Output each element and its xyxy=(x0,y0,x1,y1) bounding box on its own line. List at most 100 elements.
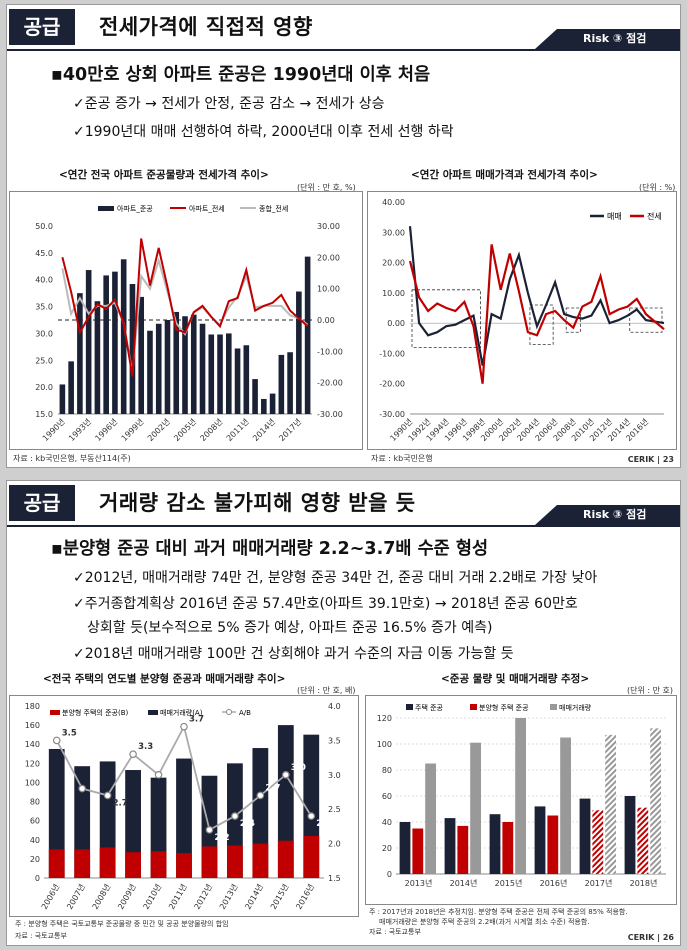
bar-sale-completion xyxy=(502,822,514,874)
slide-1: 공급 전세가격에 직접적 영향 Risk ③ 점검 ▪40만호 상회 아파트 준… xyxy=(6,4,681,468)
bar-sale-completion xyxy=(277,840,294,878)
x-tick-label: 2008년 xyxy=(90,882,113,911)
ratio-data-label: 3.5 xyxy=(62,728,77,738)
chart4-frame: 0 20 40 60 80 100 120 2013년 2014년 2015년 2016년 2017년… xyxy=(365,695,677,905)
legend-swatch xyxy=(550,704,557,710)
x-tick-label: 2014년 xyxy=(243,882,266,911)
y-tick-label: 60 xyxy=(30,817,40,826)
y-tick-label: 40.00 xyxy=(382,198,405,207)
bar-sale-completion xyxy=(74,849,91,878)
bar-completion xyxy=(534,806,546,874)
y2-tick-label: 2.0 xyxy=(328,840,341,849)
y2-tick-label: 20.00 xyxy=(317,253,340,262)
y-tick-label: 25.0 xyxy=(35,356,53,365)
x-tick-label: 2007년 xyxy=(64,882,87,911)
bar-completion xyxy=(182,316,188,414)
legend-label: 분양형 주택 준공 xyxy=(479,703,529,712)
highlight-box xyxy=(411,289,481,348)
bar-completion xyxy=(120,259,127,414)
bar-sale-completion xyxy=(99,847,116,878)
y-tick-label: -20.00 xyxy=(379,380,405,389)
bar-completion xyxy=(155,323,162,414)
y-tick-label: 20 xyxy=(30,855,40,864)
bar-sale-completion xyxy=(125,852,141,878)
highlight-box xyxy=(565,307,581,333)
note-4a: 주 : 2017년과 2018년은 추정치임. 분양형 주택 준공은 전체 주택… xyxy=(369,908,628,916)
bar-completion xyxy=(444,818,456,874)
y-tick-label: 120 xyxy=(25,759,40,768)
y2-tick-label: 0.00 xyxy=(317,316,335,325)
bar-transactions xyxy=(125,770,141,878)
bar-sale-completion xyxy=(150,851,167,878)
x-tick-label: 2010년 xyxy=(141,882,164,911)
legend-label: 매매거래량(A) xyxy=(160,708,203,717)
chart1-title: <연간 전국 아파트 준공물량과 전세가격 추이> xyxy=(59,169,269,181)
bullet-sub-2: ✓1990년대 매매 선행하여 하락, 2000년대 이후 전세 선행 하락 xyxy=(73,124,454,140)
bar-completion xyxy=(234,348,241,414)
legend-swatch-ratio-point xyxy=(226,709,232,715)
bar-transactions xyxy=(48,749,65,878)
x-tick-label: 2016년 xyxy=(293,882,316,911)
y-tick-label: 15.0 xyxy=(35,410,53,419)
bar-transactions xyxy=(277,725,294,878)
ratio-point xyxy=(129,750,137,758)
highlight-box xyxy=(529,304,554,345)
y-tick-label: 40 xyxy=(382,818,392,827)
x-tick-label: 2015년 xyxy=(495,878,523,888)
chart3-svg: 0 20 40 60 80 100 120 140 160 180 1.5 2.0 2.5 3.0 3.5 4… xyxy=(25,702,341,911)
ratio-data-label: 2.2 xyxy=(214,833,229,843)
y-tick-label: -30.00 xyxy=(379,410,405,419)
x-tick-label: 2012년 xyxy=(192,882,215,911)
chart1-unit: (단위 : 만 호, %) xyxy=(297,183,356,192)
y-tick-label: 20 xyxy=(382,844,392,853)
chart3-unit: (단위 : 만 호, 배) xyxy=(297,686,356,695)
slide-title: 전세가격에 직접적 영향 xyxy=(99,15,313,39)
bar-sale-completion xyxy=(547,815,559,874)
bar-transactions xyxy=(425,763,436,874)
y-tick-label: -10.00 xyxy=(379,349,405,358)
x-tick-label: 2002년 xyxy=(145,416,172,443)
legend-swatch-sale-completion xyxy=(50,710,60,715)
ratio-point xyxy=(282,771,290,779)
bar-completion xyxy=(217,334,223,414)
bullet-sub-2-cont: 상회할 듯(보수적으로 5% 증가 예상, 아파트 준공 16.5% 증가 예측… xyxy=(87,620,493,636)
y-tick-label: 160 xyxy=(25,721,40,730)
bullet-sub-1: ✓2012년, 매매거래량 74만 건, 분양형 준공 34만 건, 준공 대비… xyxy=(73,570,598,586)
chart2-frame: -30.00 -20.00 -10.00 0.00 10.00 20.00 30.00 40.… xyxy=(367,191,677,450)
bar-sale-completion xyxy=(412,828,424,874)
chart4-title: <준공 물량 및 매매거래량 추정> xyxy=(441,673,590,685)
ratio-point xyxy=(154,771,163,779)
bullet-sub-2: ✓주거종합계획상 2016년 준공 57.4만호(아파트 39.1만호) → 2… xyxy=(73,596,578,612)
legend-swatch-completion xyxy=(98,206,114,211)
bar-completion xyxy=(243,345,250,414)
y-tick-label: 140 xyxy=(25,740,40,749)
y-tick-label: 100 xyxy=(25,778,40,787)
chart2-unit: (단위 : %) xyxy=(639,183,676,192)
y-tick-label: 0 xyxy=(387,870,392,879)
page-footer: CERIK | 23 xyxy=(627,455,674,464)
x-tick-label: 2008년 xyxy=(198,416,225,443)
y2-tick-label: -20.00 xyxy=(317,379,343,388)
slide-header: 공급 전세가격에 직접적 영향 Risk ③ 점검 xyxy=(7,5,680,51)
bar-completion xyxy=(147,330,153,414)
source-1: 자료 : kb국민은행, 부동산114(주) xyxy=(13,454,131,463)
y-tick-label: 120 xyxy=(377,714,392,723)
y-tick-label: 40.0 xyxy=(35,276,53,285)
bar-sale-completion xyxy=(637,807,649,874)
series-line-sale xyxy=(408,226,665,366)
highlight-box xyxy=(629,307,663,333)
bar-sale-completion xyxy=(592,810,604,874)
y-tick-label: 35.0 xyxy=(35,303,53,312)
bar-completion xyxy=(199,323,206,414)
ratio-data-label: 2.4 xyxy=(240,819,255,829)
slide-2: 공급 거래량 감소 불가피해 영향 받을 듯 Risk ③ 점검 ▪분양형 준공… xyxy=(6,480,681,946)
bar-sale-completion xyxy=(48,849,65,878)
y-tick-label: 30.0 xyxy=(35,329,53,338)
bar-completion xyxy=(287,352,293,414)
ratio-point xyxy=(52,736,61,745)
bar-completion xyxy=(77,293,83,414)
ratio-point xyxy=(256,791,265,800)
source-4: 자료 : 국토교통부 xyxy=(369,928,421,936)
legend-swatch xyxy=(470,704,477,710)
bar-transactions xyxy=(470,742,481,874)
